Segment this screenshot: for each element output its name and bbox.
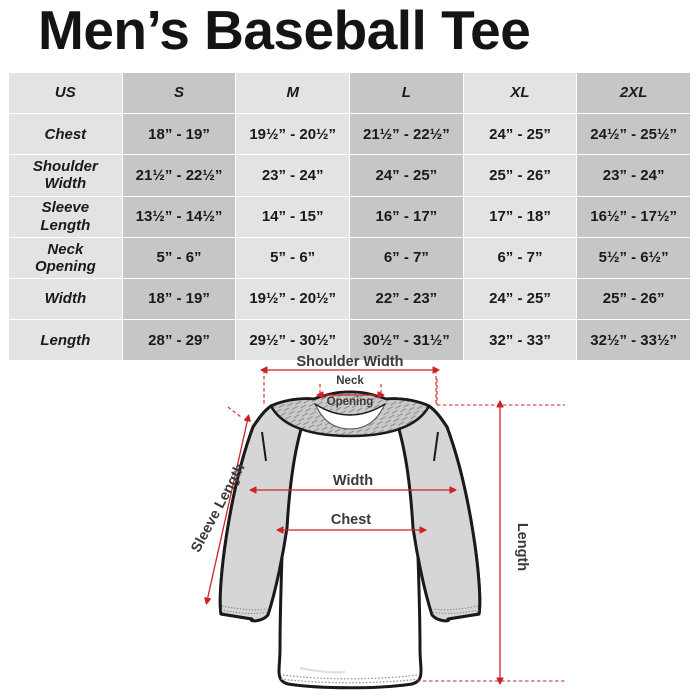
svg-text:Width: Width bbox=[333, 473, 373, 489]
svg-text:Opening: Opening bbox=[327, 396, 374, 408]
svg-text:Shoulder Width: Shoulder Width bbox=[297, 354, 404, 370]
svg-text:Length: Length bbox=[514, 523, 530, 571]
svg-text:Neck: Neck bbox=[336, 375, 364, 387]
svg-text:Chest: Chest bbox=[331, 512, 371, 528]
